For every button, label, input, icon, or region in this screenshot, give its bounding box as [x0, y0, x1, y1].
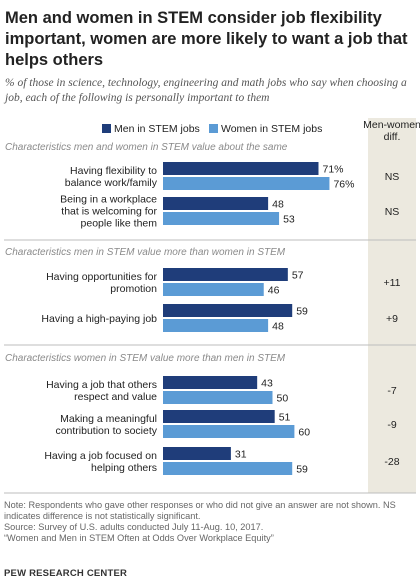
category-label: Having a high-paying job	[41, 313, 157, 325]
value-label-men: 59	[296, 306, 308, 318]
bar-women	[163, 462, 293, 475]
category-label: Having opportunities for promotion	[46, 271, 157, 295]
bar-women	[163, 212, 280, 225]
category-label: Making a meaningful contribution to socie…	[55, 413, 157, 437]
diff-column-header: Men-women diff.	[363, 119, 420, 143]
chart-title: Men and women in STEM consider job flexi…	[5, 9, 408, 69]
diff-value: NS	[385, 206, 400, 218]
value-label-women: 76%	[333, 179, 354, 191]
legend-label-women: Women in STEM jobs	[221, 123, 322, 135]
value-label-women: 46	[268, 285, 280, 297]
source-note: Source: Survey of U.S. adults conducted …	[4, 522, 264, 532]
diff-value: -7	[387, 385, 396, 397]
bar-women	[163, 319, 269, 332]
diff-value: -28	[384, 456, 399, 468]
group-heading: Characteristics men in STEM value more t…	[5, 247, 286, 258]
category-label: Being in a workplace that is welcoming fo…	[60, 194, 157, 230]
diff-value: NS	[385, 171, 400, 183]
diff-value: +9	[386, 313, 398, 325]
bar-women	[163, 177, 330, 190]
diff-value: -9	[387, 419, 396, 431]
value-label-women: 60	[298, 427, 310, 439]
bar-men	[163, 447, 231, 460]
diff-column-background	[368, 118, 416, 493]
group-heading: Characteristics men and women in STEM va…	[5, 142, 288, 153]
category-label: Having flexibility to balance work/family	[65, 165, 158, 189]
value-label-women: 48	[272, 321, 284, 333]
bar-men	[163, 268, 288, 281]
group-heading: Characteristics women in STEM value more…	[5, 353, 286, 364]
value-label-men: 48	[272, 199, 284, 211]
bar-men	[163, 304, 293, 317]
footnote: Note: Respondents who gave other respons…	[4, 500, 396, 521]
value-label-women: 59	[296, 464, 308, 476]
bar-men	[163, 197, 269, 210]
legend-swatch-women	[209, 124, 218, 133]
bar-women	[163, 283, 264, 296]
chart-subtitle: % of those in science, technology, engin…	[5, 77, 407, 104]
report-title: “Women and Men in STEM Often at Odds Ove…	[4, 533, 274, 543]
category-label: Having a job that others respect and valu…	[46, 379, 157, 403]
pew-logo-text: PEW RESEARCH CENTER	[4, 568, 128, 579]
legend-label-men: Men in STEM jobs	[114, 123, 200, 135]
bar-women	[163, 391, 273, 404]
diff-value: +11	[383, 277, 400, 289]
legend-swatch-men	[102, 124, 111, 133]
value-label-men: 43	[261, 378, 273, 390]
bar-women	[163, 425, 295, 438]
bar-men	[163, 162, 319, 175]
value-label-women: 53	[283, 214, 295, 226]
value-label-women: 50	[277, 393, 289, 405]
value-label-men: 71%	[322, 164, 343, 176]
value-label-men: 31	[235, 449, 247, 461]
value-label-men: 51	[279, 412, 291, 424]
category-label: Having a job focused on helping others	[44, 450, 157, 474]
bar-men	[163, 376, 258, 389]
bar-men	[163, 410, 275, 423]
value-label-men: 57	[292, 270, 304, 282]
